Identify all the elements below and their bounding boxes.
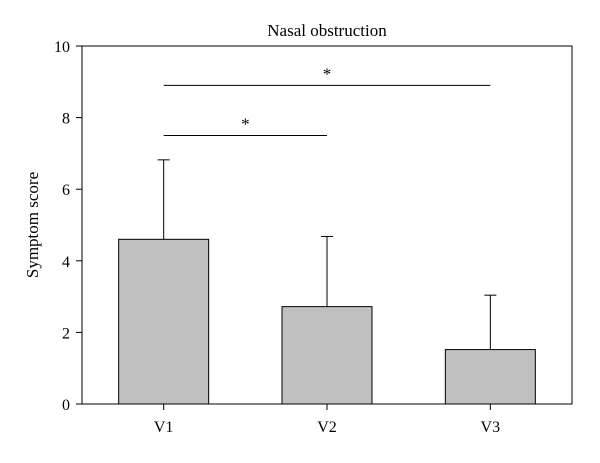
y-tick-label: 2	[62, 325, 70, 342]
y-tick-label: 6	[62, 182, 70, 199]
y-tick-label: 4	[62, 254, 70, 271]
y-axis-label: Symptom score	[23, 172, 42, 278]
x-tick-label: V2	[317, 419, 337, 436]
significance-marker: *	[323, 64, 332, 83]
bar-v2	[281, 306, 373, 405]
plot-area: 0 2 4 6 8 10 V1 V2 V3 * *	[54, 39, 573, 436]
significance-marker: *	[241, 115, 250, 134]
x-tick-label: V3	[481, 419, 501, 436]
bar-v1	[118, 238, 210, 405]
chart-title: Nasal obstruction	[267, 21, 387, 40]
y-tick-label: 0	[62, 397, 70, 414]
y-tick-label: 8	[62, 111, 70, 128]
y-tick-label: 10	[54, 39, 70, 56]
bar-v3	[444, 349, 536, 405]
x-tick-label: V1	[154, 419, 174, 436]
